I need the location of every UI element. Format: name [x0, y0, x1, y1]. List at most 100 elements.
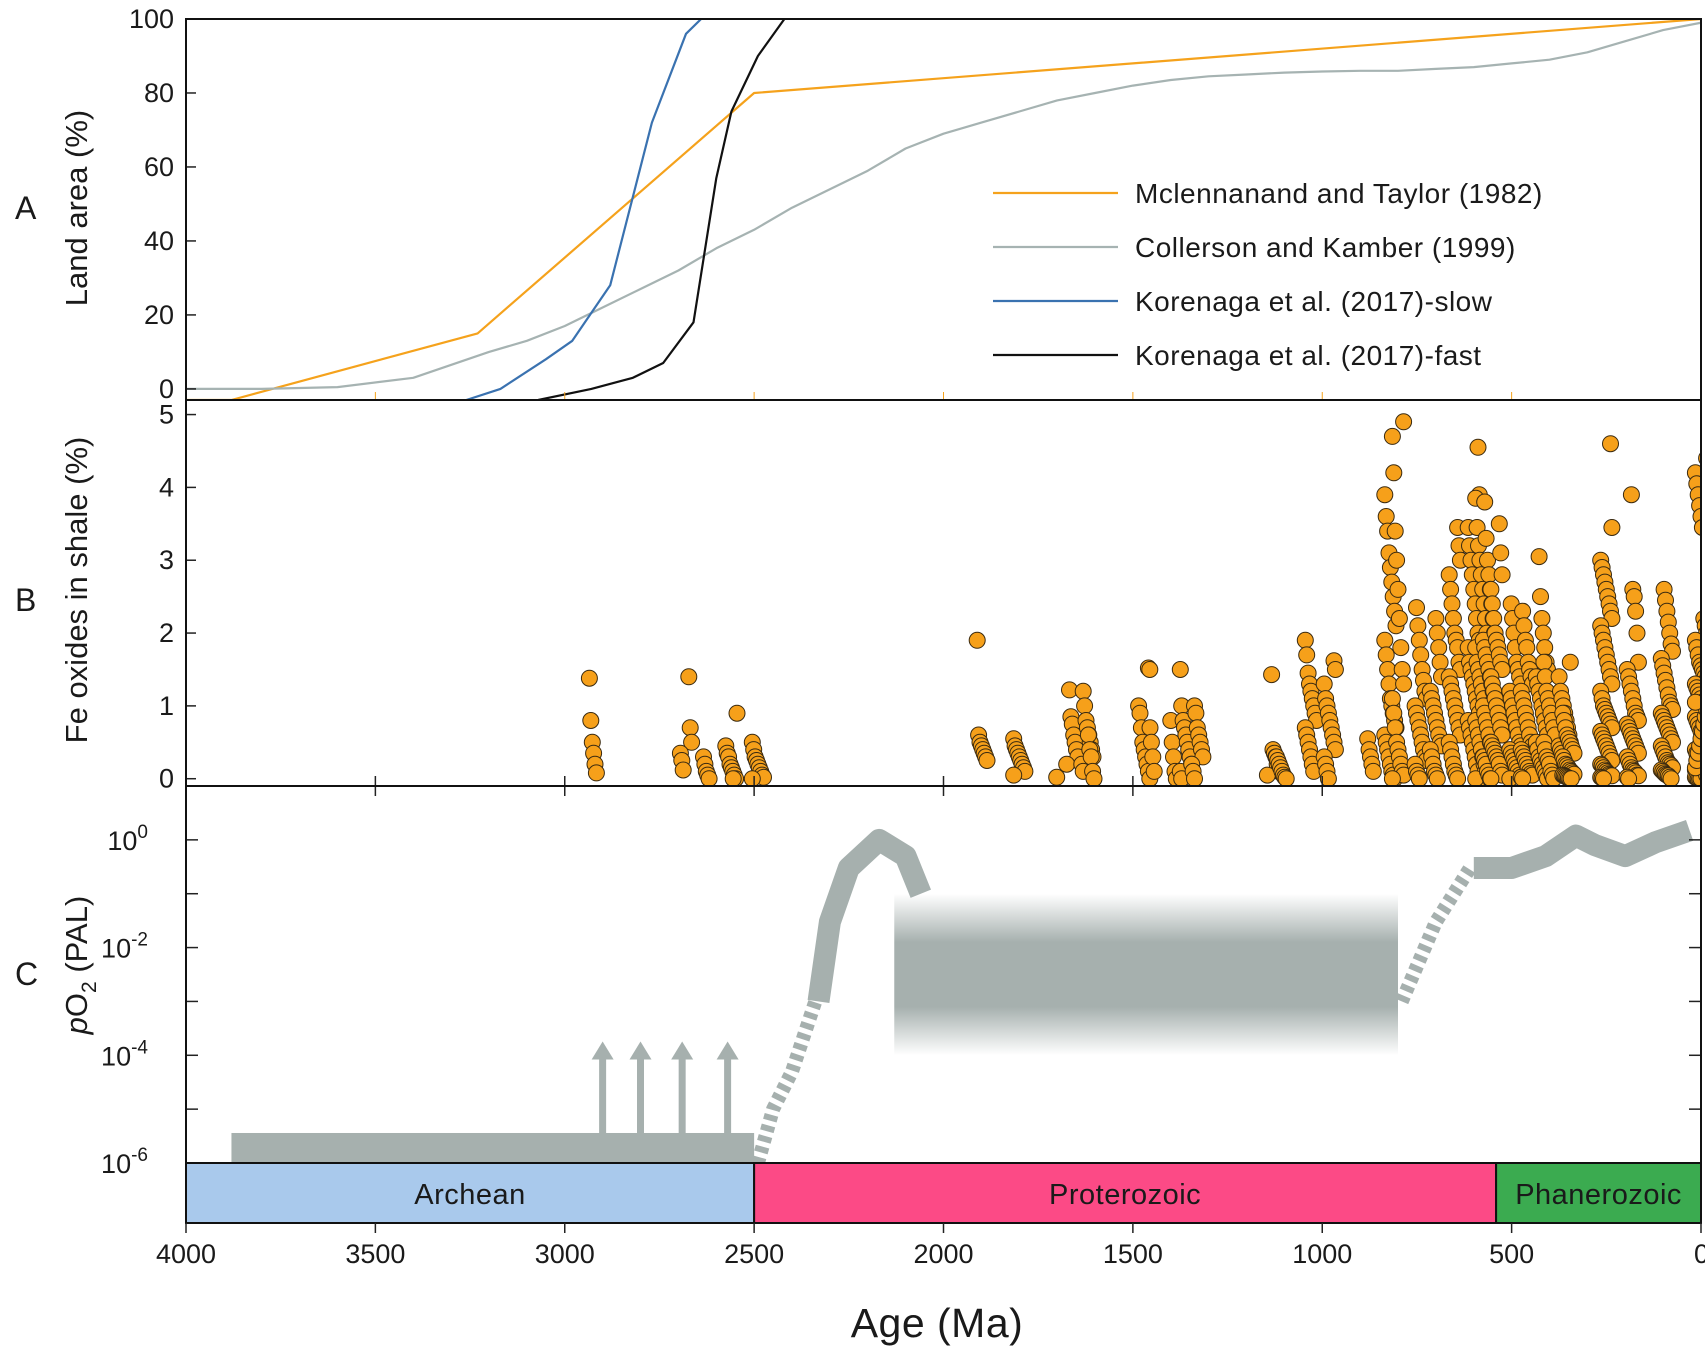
panel-a-y-axis-title: Land area (%) — [59, 110, 94, 306]
data-point — [1625, 588, 1643, 606]
data-point — [1074, 682, 1092, 700]
data-point — [1076, 697, 1094, 715]
data-point — [968, 631, 986, 649]
o2-dashed-transition-5 — [1395, 864, 1476, 1005]
data-point — [1482, 580, 1500, 598]
age-axis: 4000 3500 3000 2500 2000 1500 1000 500 0 — [156, 1223, 1705, 1269]
o2-arrow-head — [591, 1041, 614, 1060]
data-point — [1603, 519, 1621, 536]
panel-letter-b: B — [15, 582, 36, 618]
data-point — [1165, 748, 1182, 766]
panel-b-y-tick-label: 3 — [159, 545, 174, 575]
legend: Mclennanand and Taylor (1982) Collerson a… — [993, 178, 1543, 371]
data-point — [1315, 675, 1333, 693]
data-point — [1431, 653, 1449, 671]
data-point — [1048, 768, 1066, 786]
data-point — [1383, 770, 1401, 786]
o2-proterozoic-box — [894, 893, 1398, 1056]
data-point — [1058, 755, 1076, 773]
data-point — [1602, 435, 1619, 453]
data-point — [1171, 661, 1189, 678]
data-point — [1514, 602, 1532, 620]
x-tick-label: 0 — [1694, 1239, 1705, 1269]
data-point — [1085, 770, 1103, 786]
data-point — [1686, 693, 1701, 711]
data-point — [674, 761, 692, 779]
legend-label-2: Korenaga et al. (2017)-slow — [1135, 286, 1493, 317]
data-point — [1483, 595, 1501, 613]
data-point — [1532, 588, 1549, 606]
panel-c-body — [231, 820, 1694, 1163]
data-point — [1536, 639, 1554, 657]
series-line-3 — [537, 19, 786, 400]
data-point — [683, 733, 701, 751]
panel-b-points — [580, 413, 1701, 786]
data-point — [1482, 770, 1500, 786]
legend-label-3: Korenaga et al. (2017)-fast — [1135, 340, 1482, 371]
x-tick-label: 4000 — [156, 1239, 216, 1269]
o2-dashed-transition-2 — [751, 989, 826, 1163]
x-tick-label: 500 — [1489, 1239, 1534, 1269]
panel-c-oxygen: 100 10-2 10-4 10-6 Archean Proterozoic Phanero… — [101, 785, 1702, 1224]
x-tick-label: 3000 — [535, 1239, 595, 1269]
data-point — [1469, 438, 1487, 456]
panel-a-y-tick-label: 60 — [144, 152, 174, 182]
data-point — [1364, 762, 1382, 780]
panel-a-y-tick-label: 40 — [144, 226, 174, 256]
data-point — [1476, 493, 1494, 511]
legend-label-0: Mclennanand and Taylor (1982) — [1135, 178, 1543, 209]
data-point — [1395, 413, 1413, 431]
o2-arrow-head — [716, 1041, 739, 1060]
data-point — [1595, 770, 1612, 786]
panel-c-y-tick-label: 10-2 — [101, 930, 148, 964]
series-line-0 — [186, 19, 1701, 400]
data-point — [1379, 661, 1397, 678]
x-tick-label: 3500 — [345, 1239, 405, 1269]
o2-thick-curve-6 — [1473, 820, 1694, 879]
data-point — [1490, 515, 1508, 533]
data-point — [728, 704, 746, 722]
data-point — [1079, 726, 1097, 744]
data-point — [1393, 661, 1411, 678]
era-label-proterozoic: Proterozoic — [1049, 1179, 1201, 1211]
data-point — [1622, 486, 1640, 504]
data-point — [1131, 704, 1149, 722]
data-point — [1442, 580, 1460, 598]
data-point — [1395, 675, 1413, 693]
series-line-2 — [465, 19, 702, 400]
panel-b-y-tick-label: 5 — [159, 400, 174, 430]
data-point — [1430, 639, 1448, 657]
panel-c-y-tick-label: 100 — [107, 822, 148, 856]
data-point — [1145, 762, 1163, 780]
data-point — [1386, 522, 1404, 540]
data-point — [1449, 770, 1467, 786]
data-point — [1428, 770, 1446, 786]
data-point — [580, 669, 598, 687]
data-point — [978, 752, 996, 769]
data-point — [1144, 748, 1162, 766]
data-point — [1380, 675, 1398, 693]
panel-a-y-tick-label: 0 — [159, 374, 174, 404]
data-point — [1468, 519, 1486, 536]
era-label-archean: Archean — [414, 1179, 526, 1211]
panel-c-y-axis-title: pO2 (PAL) — [59, 896, 101, 1036]
x-axis-title: Age (Ma) — [851, 1300, 1024, 1346]
o2-thick-curve-3 — [807, 828, 931, 1003]
data-point — [1392, 639, 1410, 657]
data-point — [1444, 610, 1462, 627]
panel-b-y-tick-label: 4 — [159, 472, 174, 502]
panel-a-y-tick-label: 100 — [129, 4, 174, 34]
svg-text:pO2 (PAL): pO2 (PAL) — [59, 896, 101, 1036]
o2-arrow-head — [629, 1041, 652, 1060]
data-point — [1550, 668, 1568, 686]
data-point — [1141, 661, 1159, 678]
data-point — [681, 719, 699, 737]
data-point — [743, 770, 761, 786]
panel-a-y-tick-label: 80 — [144, 78, 174, 108]
data-point — [1410, 631, 1428, 649]
panel-b-fe-oxides: 0 1 2 3 4 5 — [159, 399, 1702, 794]
data-point — [1383, 427, 1401, 445]
data-point — [1186, 770, 1203, 786]
legend-label-1: Collerson and Kamber (1999) — [1135, 232, 1516, 263]
